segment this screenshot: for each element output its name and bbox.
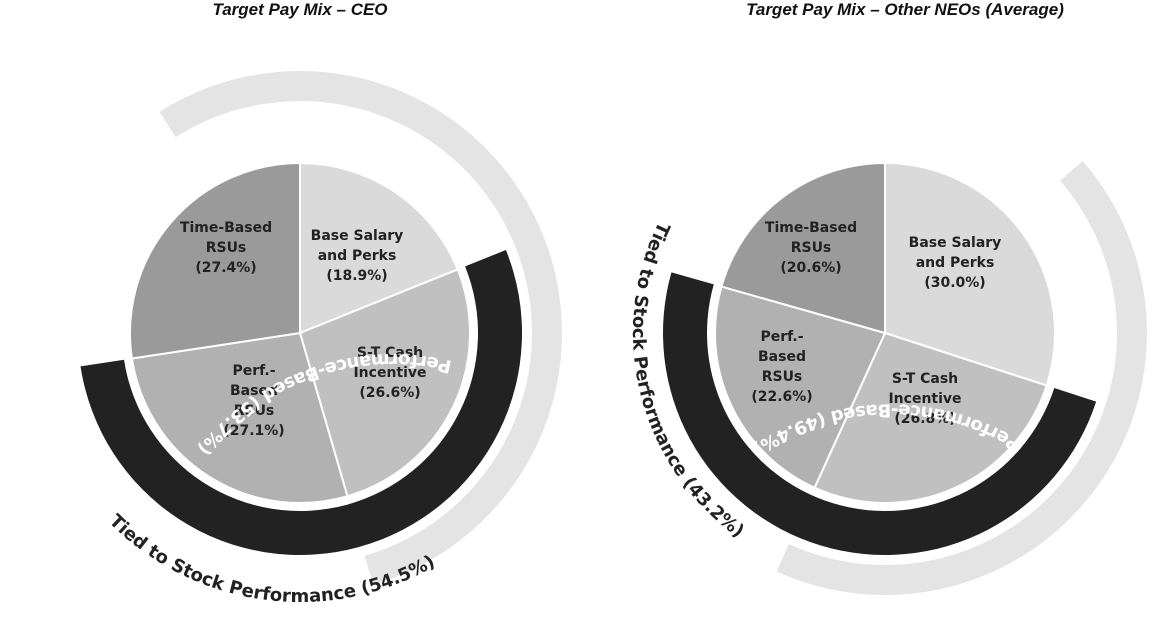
pie-slice [884, 161, 1056, 387]
slice-label: Perf.-Based RSUs (27.1%) [223, 363, 284, 439]
slice-label: S-T Cash Incentive (26.6%) [353, 345, 426, 401]
chart-0: Base Salary and Perks (18.9%) S-T Cash Incen… [80, 70, 562, 607]
pie-slice [299, 161, 459, 335]
pie-slice [813, 331, 1048, 504]
band-performance-based [663, 272, 1097, 555]
slice-label: S-T Cash Incentive (26.8%) [888, 371, 961, 427]
band-tied-to-stock [776, 160, 1147, 595]
pie-slice [714, 285, 887, 490]
pie-slice [298, 268, 471, 498]
slice-label: Time-Based RSUs (20.6%) [765, 220, 857, 276]
chart-title-ceo: Target Pay Mix – CEO [212, 0, 388, 19]
band-performance-based [80, 249, 522, 556]
chart-1: Base Salary and Perks (30.0%) S-T Cash Incen… [628, 160, 1147, 595]
band-tied-to-stock [159, 70, 562, 585]
pie-slice [129, 161, 301, 360]
pie-slice [720, 161, 886, 335]
slice-label: Perf.-Based RSUs (22.6%) [751, 329, 812, 405]
slice-label: Time-Based RSUs (27.4%) [180, 220, 272, 276]
pie-slice [130, 331, 349, 504]
slice-label: Base Salary and Perks (30.0%) [909, 235, 1002, 291]
slice-label: Base Salary and Perks (18.9%) [311, 228, 404, 284]
chart-title-other-neos: Target Pay Mix – Other NEOs (Average) [746, 0, 1064, 19]
